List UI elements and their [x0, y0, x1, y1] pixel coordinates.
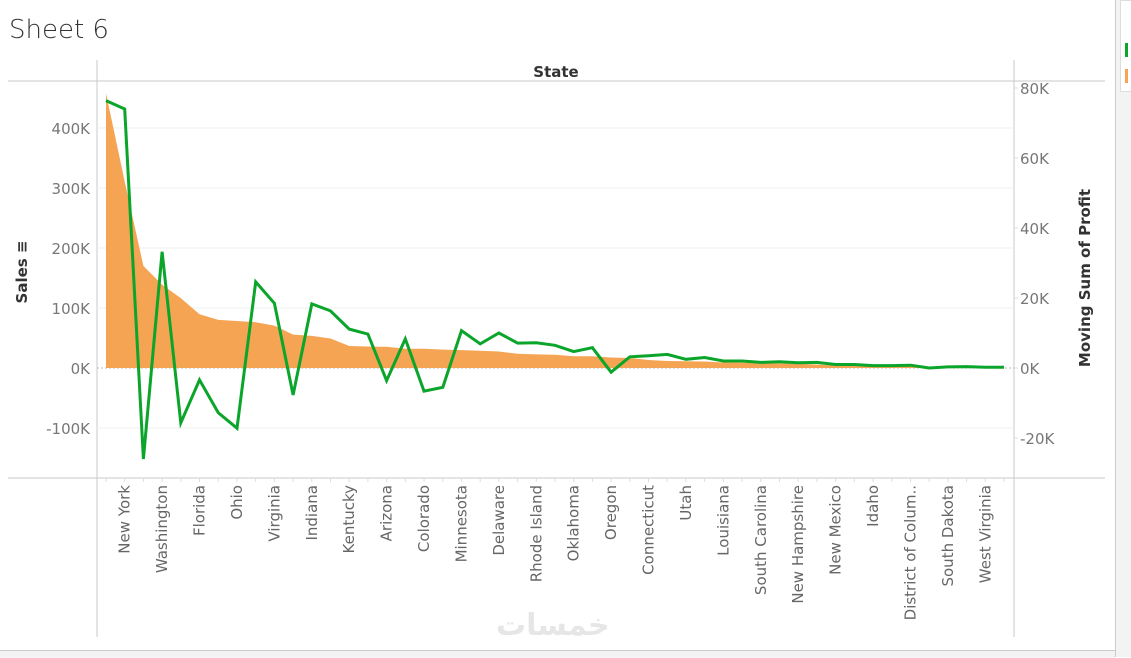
x-tick-label: West Virginia — [976, 485, 994, 583]
x-tick-label: Utah — [677, 485, 695, 521]
y-tick-right: 20K — [1020, 290, 1050, 308]
y-tick-right: 80K — [1020, 80, 1050, 98]
y-tick-left: -100K — [46, 420, 91, 438]
legend-swatch-profit — [1125, 43, 1128, 57]
legend-swatch-sales — [1125, 69, 1128, 83]
x-tick-label: Ohio — [228, 485, 246, 520]
profit-line — [106, 101, 1004, 459]
y-tick-left: 100K — [52, 300, 92, 318]
x-tick-label: Arizona — [378, 485, 396, 541]
column-header: State — [533, 63, 578, 81]
x-tick-label: Colorado — [415, 485, 433, 552]
side-panel — [1115, 0, 1131, 657]
x-tick-label: South Carolina — [752, 485, 770, 595]
y-tick-left: 300K — [52, 180, 92, 198]
legend[interactable] — [1120, 0, 1131, 92]
x-tick-label: Delaware — [490, 485, 508, 556]
x-tick-label: Indiana — [303, 485, 321, 541]
x-tick-label: South Dakota — [939, 485, 957, 587]
x-tick-label: Rhode Island — [527, 485, 545, 582]
y-tick-right: -20K — [1020, 430, 1055, 448]
x-tick-label: Louisiana — [714, 485, 732, 556]
y-tick-left: 200K — [52, 240, 92, 258]
x-tick-label: Florida — [191, 485, 209, 536]
x-tick-label: Oklahoma — [565, 485, 583, 561]
x-tick-label: New York — [116, 485, 134, 554]
x-tick-label: Kentucky — [340, 485, 358, 554]
x-tick-label: Minnesota — [452, 485, 470, 562]
y-axis-title-right: Moving Sum of Profit — [1076, 189, 1094, 367]
x-tick-label: New Mexico — [827, 485, 845, 575]
x-tick-label: Washington — [153, 485, 171, 573]
x-tick-label: Oregon — [602, 485, 620, 540]
x-tick-label: New Hampshire — [789, 485, 807, 604]
y-tick-right: 60K — [1020, 150, 1050, 168]
sales-area — [106, 93, 1004, 368]
x-tick-label: Connecticut — [640, 485, 658, 575]
y-tick-right: 0K — [1020, 360, 1041, 378]
watermark-logo: خمسات — [496, 608, 610, 643]
x-tick-label: Virginia — [265, 485, 283, 542]
x-tick-label: Idaho — [864, 485, 882, 527]
y-tick-right: 40K — [1020, 220, 1050, 238]
y-axis-title-left: Sales ≡ — [13, 241, 31, 304]
x-tick-label: District of Colum.. — [901, 485, 919, 620]
y-tick-left: 400K — [52, 120, 92, 138]
chart: State -100K 0K 100K 200K 300K 400K -20K 0K 20K 40K… — [0, 0, 1115, 650]
y-tick-left: 0K — [71, 360, 92, 378]
